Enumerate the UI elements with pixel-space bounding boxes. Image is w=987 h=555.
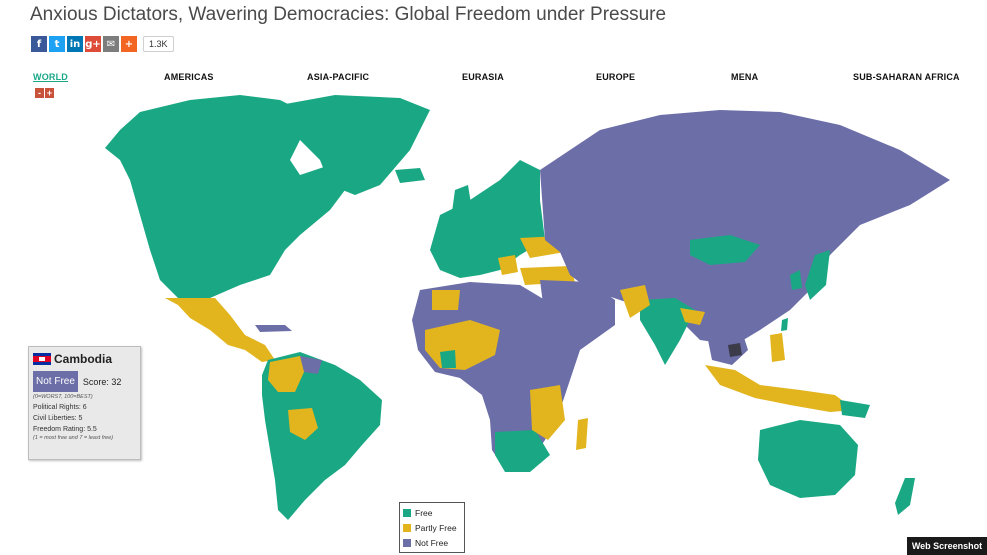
legend-item-not-free: Not Free xyxy=(403,537,464,548)
region-mongolia[interactable] xyxy=(690,235,760,265)
region-morocco-tunisia[interactable] xyxy=(432,290,460,310)
page-title: Anxious Dictators, Wavering Democracies:… xyxy=(30,4,667,25)
tab-asia-pacific[interactable]: ASIA-PACIFIC xyxy=(307,72,370,82)
info-political-rights: Political Rights: 6 xyxy=(33,404,87,411)
legend-label-partly-free: Partly Free xyxy=(415,522,457,533)
region-new-zealand[interactable] xyxy=(895,478,915,515)
status-badge: Not Free xyxy=(33,371,78,392)
region-korea[interactable] xyxy=(790,270,802,290)
tab-world[interactable]: WORLD xyxy=(33,72,68,82)
region-philippines[interactable] xyxy=(770,333,785,362)
info-civil-liberties: Civil Liberties: 5 xyxy=(33,415,83,422)
linkedin-icon[interactable]: in xyxy=(67,36,83,52)
tab-mena[interactable]: MENA xyxy=(731,72,759,82)
info-rating-note: (1 = most free and 7 = least free) xyxy=(33,435,114,441)
region-cuba[interactable] xyxy=(255,325,292,332)
region-europe[interactable] xyxy=(430,160,545,278)
region-taiwan[interactable] xyxy=(781,318,788,331)
region-tabs: WORLD AMERICAS ASIA-PACIFIC EURASIA EURO… xyxy=(0,72,987,86)
region-iceland[interactable] xyxy=(395,168,425,183)
legend-swatch-free xyxy=(403,508,411,517)
tab-americas[interactable]: AMERICAS xyxy=(164,72,214,82)
legend-label-free: Free xyxy=(415,507,433,518)
map-legend: Free Partly Free Not Free xyxy=(399,502,465,553)
region-greenland[interactable] xyxy=(280,95,430,195)
region-south-america[interactable] xyxy=(262,352,382,520)
zoom-out-button[interactable]: - xyxy=(35,88,44,98)
zoom-controls: - + xyxy=(35,88,54,98)
info-country-name: Cambodia xyxy=(54,352,113,366)
region-australia[interactable] xyxy=(758,420,858,498)
cambodia-flag-icon xyxy=(33,353,51,365)
region-east-africa-partly[interactable] xyxy=(530,385,565,440)
region-north-america[interactable] xyxy=(105,95,345,300)
region-png[interactable] xyxy=(840,400,870,418)
tab-europe[interactable]: EUROPE xyxy=(596,72,636,82)
region-mexico[interactable] xyxy=(165,298,275,362)
share-bar: f t in g+ ✉ + 1.3K xyxy=(31,36,174,52)
region-nepal-bangladesh[interactable] xyxy=(680,308,705,325)
email-icon[interactable]: ✉ xyxy=(103,36,119,52)
web-screenshot-watermark: Web Screenshot xyxy=(907,537,987,555)
zoom-in-button[interactable]: + xyxy=(45,88,54,98)
facebook-icon[interactable]: f xyxy=(31,36,47,52)
region-southeast-asia[interactable] xyxy=(705,365,855,412)
tab-sub-saharan-africa[interactable]: SUB-SAHARAN AFRICA xyxy=(853,72,960,82)
share-count: 1.3K xyxy=(143,36,174,52)
plus-icon[interactable]: + xyxy=(121,36,137,52)
region-colombia[interactable] xyxy=(268,356,304,392)
region-turkey[interactable] xyxy=(520,266,575,285)
legend-label-not-free: Not Free xyxy=(415,537,449,548)
info-score: Score: 32 xyxy=(82,376,122,387)
legend-swatch-partly-free xyxy=(403,523,411,532)
region-ghana-senegal[interactable] xyxy=(440,350,456,368)
region-cambodia-selected[interactable] xyxy=(728,343,742,357)
country-info-box: Cambodia Not Free Score: 32 (0=WORST, 10… xyxy=(28,346,141,460)
twitter-icon[interactable]: t xyxy=(49,36,65,52)
legend-swatch-not-free xyxy=(403,538,411,547)
region-madagascar[interactable] xyxy=(576,418,588,450)
region-japan[interactable] xyxy=(805,250,830,300)
region-uk[interactable] xyxy=(452,185,472,222)
info-freedom-rating: Freedom Rating: 5.5 xyxy=(33,426,97,433)
region-bolivia[interactable] xyxy=(288,408,318,440)
legend-item-free: Free xyxy=(403,507,464,518)
region-pakistan[interactable] xyxy=(620,285,650,318)
region-indochina[interactable] xyxy=(705,325,748,365)
region-balkans[interactable] xyxy=(498,255,518,275)
info-score-note: (0=WORST, 100=BEST) xyxy=(33,394,93,400)
region-southern-africa[interactable] xyxy=(495,430,550,472)
region-venezuela[interactable] xyxy=(300,356,322,374)
region-india[interactable] xyxy=(640,298,695,365)
google-plus-icon[interactable]: g+ xyxy=(85,36,101,52)
tab-eurasia[interactable]: EURASIA xyxy=(462,72,504,82)
legend-item-partly-free: Partly Free xyxy=(403,522,464,533)
world-freedom-map[interactable] xyxy=(0,88,987,555)
